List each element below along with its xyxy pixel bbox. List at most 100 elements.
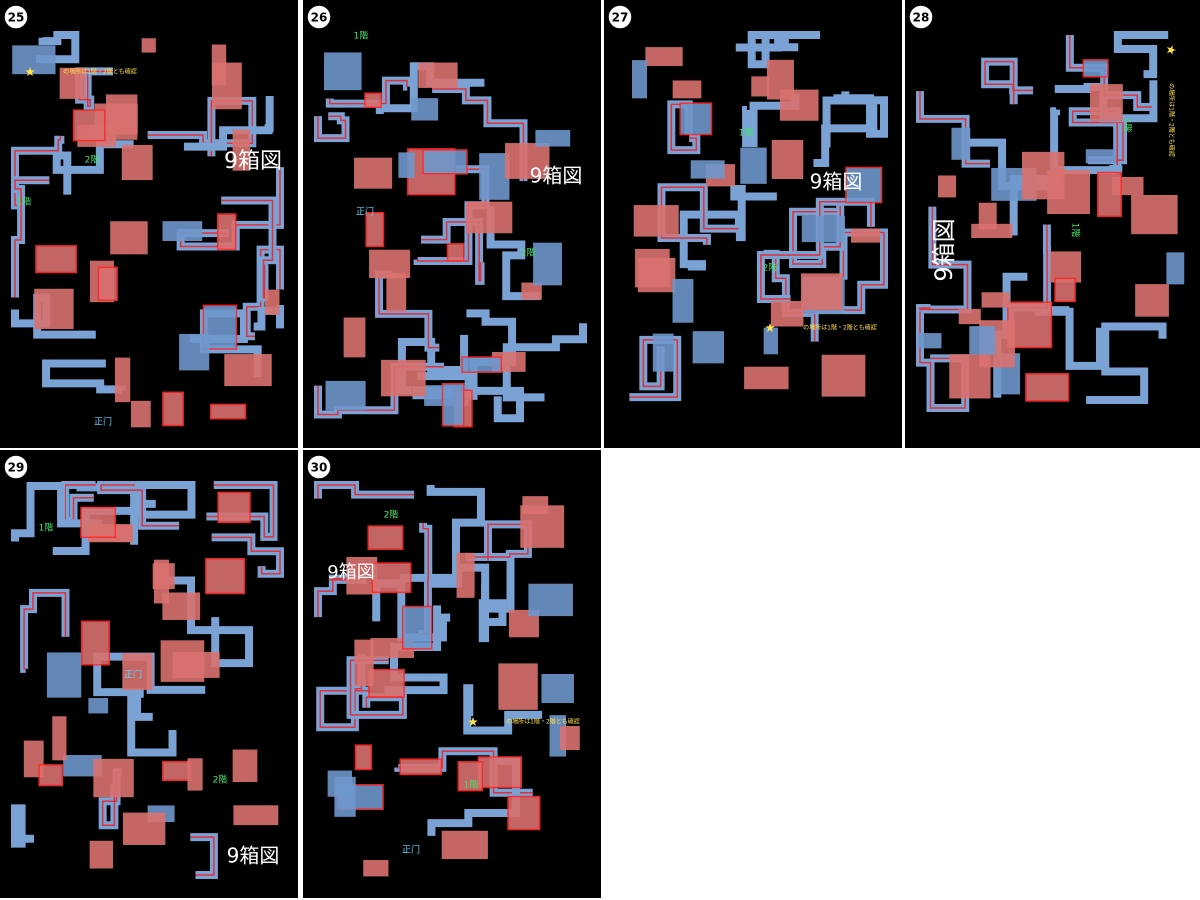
map-label: 1階 (464, 780, 479, 791)
route-line (23, 592, 67, 670)
route-line (14, 135, 62, 207)
empty-cell (905, 450, 1200, 898)
room (690, 160, 725, 179)
route-line (329, 79, 408, 105)
route-line (397, 750, 533, 794)
room (1025, 373, 1070, 402)
room (209, 403, 247, 420)
room (179, 333, 210, 371)
route-line (465, 523, 529, 561)
room (354, 639, 374, 687)
corridor (1086, 322, 1167, 404)
room (770, 301, 804, 327)
route-line (14, 179, 50, 298)
corridor (183, 96, 274, 151)
number-badge (3, 454, 29, 480)
map-label: 9箱図 (224, 149, 282, 174)
room (971, 223, 1013, 238)
room (938, 175, 957, 198)
corridor (314, 481, 415, 499)
corridor (730, 184, 777, 242)
room (122, 653, 153, 690)
route-line (100, 484, 180, 527)
room (72, 109, 106, 142)
room (122, 812, 166, 845)
corridor (813, 96, 878, 168)
map-label: の場所は1階・2階とも確認 (1168, 83, 1176, 157)
room (380, 359, 426, 397)
room (365, 211, 385, 248)
route-line (319, 653, 369, 728)
map-label: 1階 (39, 523, 54, 534)
corridor (463, 684, 543, 735)
room (740, 147, 767, 184)
room (1090, 84, 1123, 122)
room (446, 243, 465, 262)
room (35, 245, 78, 274)
route-line (349, 659, 404, 716)
room (800, 273, 843, 311)
room (80, 620, 110, 666)
room (216, 213, 237, 251)
corridor (11, 804, 35, 848)
panel-number: 26 (311, 11, 328, 25)
room (224, 354, 272, 387)
panel-number: 27 (612, 11, 629, 25)
room (205, 557, 246, 595)
room (12, 45, 56, 75)
route-line (245, 248, 281, 337)
map-label: 正门 (124, 669, 142, 681)
route-line (317, 115, 347, 139)
map-label: 9箱図 (530, 164, 583, 188)
corridor (11, 482, 102, 542)
room (1082, 59, 1109, 78)
room (211, 62, 242, 110)
star-icon (468, 717, 478, 727)
room (88, 698, 109, 714)
room (520, 505, 565, 548)
room (679, 102, 713, 136)
empty-cell (604, 450, 902, 898)
room (1097, 171, 1122, 218)
room (232, 749, 258, 783)
map-label: 2階 (384, 510, 399, 521)
map-label: 9箱図 (810, 170, 863, 194)
route-line (190, 836, 215, 876)
map-panel: 26 1階 9箱図 2階 正门 (303, 0, 601, 448)
room (744, 366, 789, 390)
panel-number: 25 (8, 11, 25, 25)
room (845, 166, 883, 204)
room (401, 605, 433, 650)
panel-number: 30 (311, 461, 328, 475)
corridor (465, 520, 532, 562)
number-badge (908, 4, 934, 30)
map-panel: 28 の場所は1階・2階とも確認 2階 1階 9箱図 (905, 0, 1200, 448)
map-label: 2階 (1122, 118, 1133, 133)
room (172, 652, 220, 678)
room (141, 38, 156, 53)
room (631, 60, 648, 99)
map-label: 9箱図 (930, 218, 958, 281)
room (343, 317, 366, 358)
room (505, 143, 550, 179)
map-label: の場所は1階・2階とも確認 (63, 68, 137, 76)
room (38, 764, 64, 787)
room (399, 758, 443, 776)
star-icon (25, 67, 35, 77)
room (801, 215, 845, 243)
room (162, 592, 201, 620)
corridor (36, 31, 80, 64)
room (533, 242, 562, 286)
room (327, 770, 352, 797)
room (363, 860, 389, 877)
room (422, 149, 468, 175)
room (354, 157, 393, 189)
corridor (190, 833, 218, 879)
room (1085, 149, 1117, 164)
room (1021, 151, 1065, 200)
room (324, 52, 362, 91)
room (498, 663, 538, 710)
